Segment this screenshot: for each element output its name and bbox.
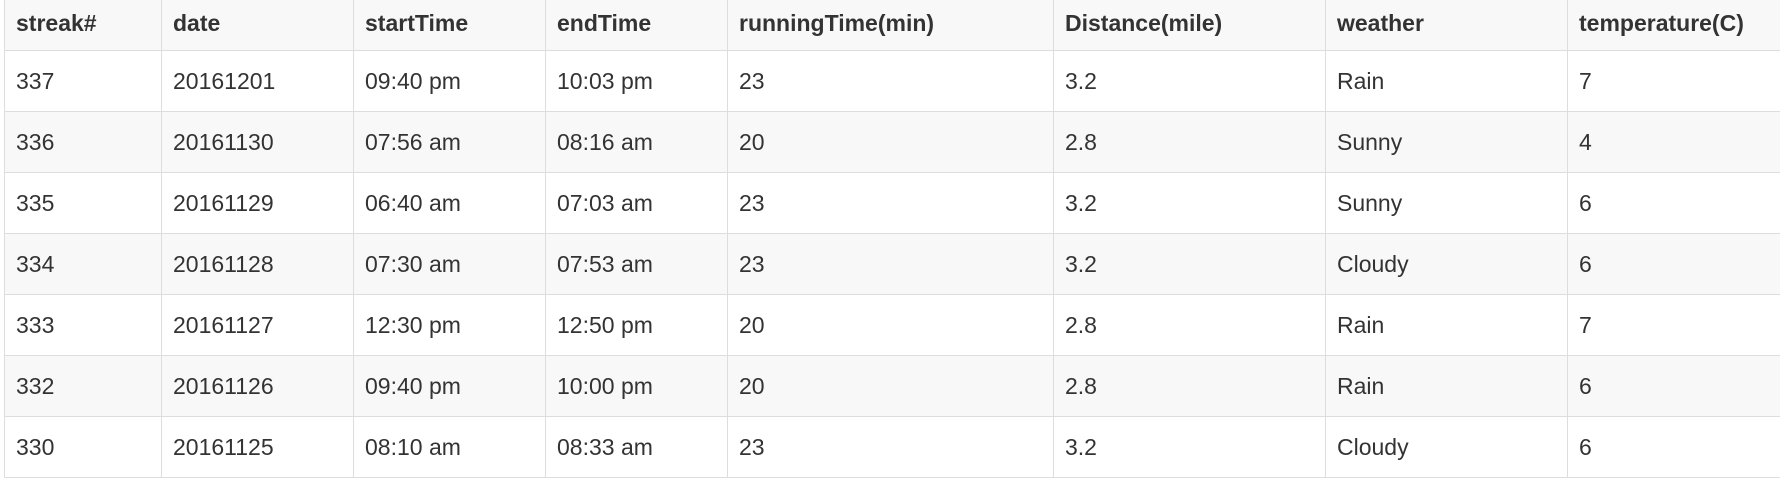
running-log-table: streak# date startTime endTime runningTi…: [4, 0, 1780, 478]
cell-temperature: 6: [1567, 355, 1780, 417]
cell-end-time: 12:50 pm: [545, 294, 728, 356]
cell-end-time: 10:03 pm: [545, 50, 728, 112]
cell-weather: Rain: [1325, 294, 1568, 356]
cell-start-time: 07:30 am: [353, 233, 546, 295]
cell-distance: 3.2: [1053, 50, 1326, 112]
cell-running-time: 23: [727, 233, 1054, 295]
table-row: 334 20161128 07:30 am 07:53 am 23 3.2 Cl…: [4, 233, 1780, 295]
header-row: streak# date startTime endTime runningTi…: [4, 0, 1780, 51]
cell-weather: Sunny: [1325, 111, 1568, 173]
running-log-table-container: streak# date startTime endTime runningTi…: [4, 0, 1780, 478]
cell-weather: Sunny: [1325, 172, 1568, 234]
cell-end-time: 08:33 am: [545, 416, 728, 478]
table-row: 336 20161130 07:56 am 08:16 am 20 2.8 Su…: [4, 111, 1780, 173]
table-row: 332 20161126 09:40 pm 10:00 pm 20 2.8 Ra…: [4, 355, 1780, 417]
cell-date: 20161128: [161, 233, 354, 295]
table-row: 335 20161129 06:40 am 07:03 am 23 3.2 Su…: [4, 172, 1780, 234]
cell-date: 20161127: [161, 294, 354, 356]
cell-weather: Rain: [1325, 50, 1568, 112]
cell-end-time: 07:53 am: [545, 233, 728, 295]
cell-start-time: 06:40 am: [353, 172, 546, 234]
cell-date: 20161201: [161, 50, 354, 112]
cell-distance: 2.8: [1053, 355, 1326, 417]
cell-streak: 333: [4, 294, 162, 356]
table-header: streak# date startTime endTime runningTi…: [4, 0, 1780, 51]
cell-date: 20161129: [161, 172, 354, 234]
cell-temperature: 7: [1567, 50, 1780, 112]
cell-distance: 2.8: [1053, 111, 1326, 173]
cell-distance: 3.2: [1053, 233, 1326, 295]
header-streak: streak#: [4, 0, 162, 51]
cell-temperature: 7: [1567, 294, 1780, 356]
cell-start-time: 08:10 am: [353, 416, 546, 478]
header-running-time: runningTime(min): [727, 0, 1054, 51]
cell-temperature: 4: [1567, 111, 1780, 173]
cell-running-time: 23: [727, 50, 1054, 112]
header-temperature: temperature(C): [1567, 0, 1780, 51]
cell-end-time: 10:00 pm: [545, 355, 728, 417]
cell-temperature: 6: [1567, 172, 1780, 234]
cell-end-time: 08:16 am: [545, 111, 728, 173]
cell-end-time: 07:03 am: [545, 172, 728, 234]
table-body: 337 20161201 09:40 pm 10:03 pm 23 3.2 Ra…: [4, 50, 1780, 478]
cell-date: 20161130: [161, 111, 354, 173]
table-row: 337 20161201 09:40 pm 10:03 pm 23 3.2 Ra…: [4, 50, 1780, 112]
cell-running-time: 20: [727, 355, 1054, 417]
cell-streak: 330: [4, 416, 162, 478]
cell-weather: Rain: [1325, 355, 1568, 417]
cell-start-time: 09:40 pm: [353, 355, 546, 417]
cell-distance: 2.8: [1053, 294, 1326, 356]
cell-streak: 335: [4, 172, 162, 234]
cell-distance: 3.2: [1053, 416, 1326, 478]
cell-running-time: 23: [727, 416, 1054, 478]
cell-streak: 334: [4, 233, 162, 295]
header-date: date: [161, 0, 354, 51]
cell-running-time: 23: [727, 172, 1054, 234]
cell-running-time: 20: [727, 294, 1054, 356]
cell-weather: Cloudy: [1325, 416, 1568, 478]
cell-running-time: 20: [727, 111, 1054, 173]
table-row: 330 20161125 08:10 am 08:33 am 23 3.2 Cl…: [4, 416, 1780, 478]
cell-date: 20161125: [161, 416, 354, 478]
header-start-time: startTime: [353, 0, 546, 51]
cell-temperature: 6: [1567, 233, 1780, 295]
cell-streak: 337: [4, 50, 162, 112]
table-row: 333 20161127 12:30 pm 12:50 pm 20 2.8 Ra…: [4, 294, 1780, 356]
cell-start-time: 07:56 am: [353, 111, 546, 173]
cell-distance: 3.2: [1053, 172, 1326, 234]
cell-temperature: 6: [1567, 416, 1780, 478]
cell-date: 20161126: [161, 355, 354, 417]
cell-streak: 336: [4, 111, 162, 173]
header-end-time: endTime: [545, 0, 728, 51]
cell-streak: 332: [4, 355, 162, 417]
header-weather: weather: [1325, 0, 1568, 51]
header-distance: Distance(mile): [1053, 0, 1326, 51]
cell-start-time: 09:40 pm: [353, 50, 546, 112]
cell-weather: Cloudy: [1325, 233, 1568, 295]
cell-start-time: 12:30 pm: [353, 294, 546, 356]
